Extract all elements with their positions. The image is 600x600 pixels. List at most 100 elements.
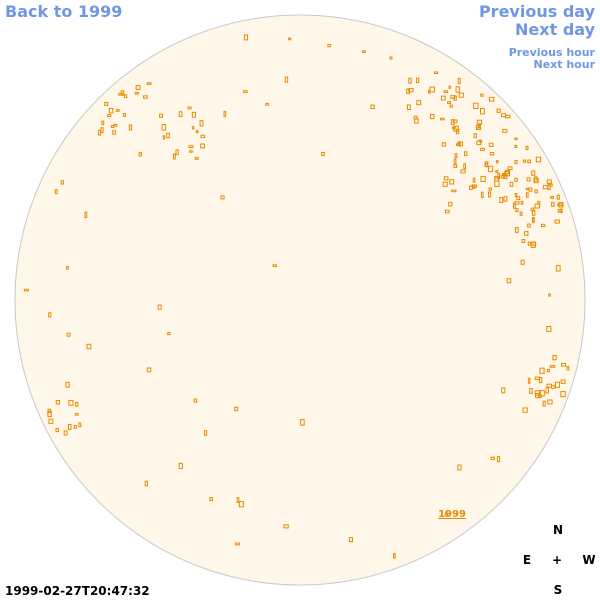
contour: [447, 101, 452, 105]
contour: [488, 142, 494, 148]
contour: [159, 113, 163, 118]
contour: [484, 163, 489, 168]
contour: [327, 44, 332, 48]
contour: [535, 156, 542, 163]
contour: [48, 418, 54, 424]
contour: [460, 169, 466, 174]
contour: [68, 399, 74, 406]
contour: [501, 387, 506, 394]
contour: [284, 76, 289, 83]
contour: [73, 425, 77, 429]
contour: [542, 185, 548, 190]
timestamp: 1999-02-27T20:47:32: [5, 584, 150, 598]
contour: [472, 177, 476, 183]
image-label[interactable]: 1999: [438, 509, 466, 520]
contour: [48, 312, 52, 318]
contour: [516, 196, 521, 201]
contour: [393, 552, 396, 559]
contour: [514, 177, 518, 182]
contour: [450, 95, 456, 99]
contour: [348, 537, 353, 543]
contour: [453, 158, 457, 165]
contour: [108, 107, 114, 114]
contour: [453, 164, 458, 168]
contour: [548, 293, 551, 297]
contour: [469, 185, 473, 191]
contour: [525, 192, 529, 198]
contour: [146, 367, 152, 373]
contour: [526, 177, 531, 182]
contour: [443, 176, 449, 181]
contour: [458, 92, 464, 98]
contour: [128, 124, 132, 131]
contour: [524, 231, 529, 236]
contour: [191, 126, 195, 130]
contour: [454, 153, 458, 159]
contour: [463, 151, 468, 157]
contour: [525, 146, 529, 151]
contour: [514, 144, 518, 148]
contour: [557, 203, 563, 207]
contour: [450, 119, 455, 126]
contour: [63, 430, 68, 436]
contour: [478, 123, 481, 128]
contour: [234, 542, 241, 546]
contour: [490, 456, 495, 461]
contour: [283, 524, 289, 529]
contour: [512, 202, 516, 209]
contour: [429, 114, 435, 120]
contour: [546, 179, 552, 184]
contour: [167, 332, 171, 336]
contour: [494, 177, 499, 182]
contour: [488, 96, 495, 102]
contour: [199, 120, 204, 127]
next-hour-link[interactable]: Next hour: [534, 58, 596, 71]
contour: [520, 200, 524, 205]
back-link[interactable]: Back to 1999: [5, 2, 122, 21]
next-day-link[interactable]: Next day: [515, 20, 596, 39]
contour: [288, 37, 292, 41]
contour: [514, 159, 518, 165]
contour: [552, 354, 557, 361]
contour: [123, 94, 128, 99]
contour: [488, 165, 494, 173]
contour: [104, 101, 109, 106]
previous-hour-link[interactable]: Previous hour: [509, 46, 596, 59]
contour: [188, 145, 194, 149]
contour: [200, 134, 206, 139]
contour: [514, 193, 518, 198]
contour: [488, 187, 492, 191]
contour: [55, 400, 61, 405]
contour: [480, 191, 484, 198]
contour: [23, 288, 29, 292]
contour: [525, 187, 529, 191]
contour: [534, 176, 538, 182]
contour: [220, 195, 225, 200]
contour: [549, 365, 556, 368]
contour: [54, 189, 58, 195]
contour: [529, 387, 533, 394]
contour: [534, 376, 541, 380]
contour: [480, 93, 484, 97]
contour: [546, 368, 551, 373]
contour: [86, 343, 92, 350]
contour: [550, 385, 556, 389]
contour: [191, 111, 197, 118]
contour: [472, 184, 476, 189]
compass-west: W: [582, 553, 595, 567]
previous-day-link[interactable]: Previous day: [479, 2, 596, 21]
contour: [75, 401, 79, 407]
contour: [559, 208, 563, 214]
contour: [234, 406, 239, 412]
contour: [499, 197, 504, 203]
contour: [60, 180, 64, 185]
contour: [416, 100, 422, 106]
contour: [448, 85, 452, 89]
contour: [496, 456, 501, 463]
contours: [23, 34, 570, 559]
contour: [451, 189, 457, 193]
contour: [120, 90, 125, 96]
contour: [540, 223, 546, 227]
contour: [534, 390, 541, 396]
